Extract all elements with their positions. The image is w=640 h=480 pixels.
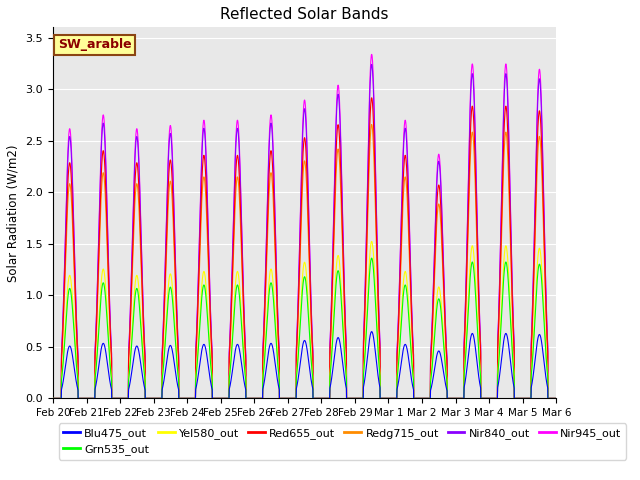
Redg715_out <box>140 327 147 333</box>
Yel580_out <box>552 396 559 401</box>
Red655_out <box>285 396 293 401</box>
Redg715_out <box>49 396 57 401</box>
Red655_out <box>49 396 57 401</box>
Line: Blu475_out: Blu475_out <box>53 332 556 398</box>
Title: Reflected Solar Bands: Reflected Solar Bands <box>220 7 389 22</box>
Redg715_out <box>368 121 376 127</box>
Line: Yel580_out: Yel580_out <box>53 241 556 398</box>
Blu475_out <box>552 396 559 401</box>
Blu475_out <box>417 396 425 401</box>
Nir840_out <box>417 396 425 401</box>
Red655_out <box>368 95 376 101</box>
Nir945_out <box>368 51 376 57</box>
Grn535_out <box>389 396 397 401</box>
Blu475_out <box>49 396 57 401</box>
Yel580_out <box>285 396 293 401</box>
Blu475_out <box>445 396 453 401</box>
Nir945_out <box>552 396 559 401</box>
Line: Redg715_out: Redg715_out <box>53 124 556 398</box>
Yel580_out <box>389 396 397 401</box>
Blu475_out <box>368 329 376 335</box>
Red655_out <box>140 321 147 326</box>
Yel580_out <box>49 396 57 401</box>
Red655_out <box>552 396 560 401</box>
Nir945_out <box>140 310 147 315</box>
Nir945_out <box>552 396 560 401</box>
Red655_out <box>389 396 397 401</box>
Red655_out <box>445 396 453 401</box>
Nir945_out <box>417 396 425 401</box>
Grn535_out <box>285 396 293 401</box>
Red655_out <box>552 396 559 401</box>
Nir945_out <box>49 396 57 401</box>
Yel580_out <box>552 396 560 401</box>
Grn535_out <box>368 255 376 261</box>
Grn535_out <box>140 360 147 366</box>
Yel580_out <box>445 396 453 401</box>
Nir840_out <box>368 61 376 67</box>
Yel580_out <box>368 239 376 244</box>
Nir840_out <box>140 312 147 318</box>
Nir840_out <box>445 396 453 401</box>
Blu475_out <box>285 396 293 401</box>
Nir840_out <box>552 396 559 401</box>
Text: SW_arable: SW_arable <box>58 38 132 51</box>
Nir840_out <box>552 396 560 401</box>
Yel580_out <box>417 396 425 401</box>
Line: Grn535_out: Grn535_out <box>53 258 556 398</box>
Red655_out <box>417 396 425 401</box>
Redg715_out <box>445 396 453 401</box>
Nir945_out <box>285 396 293 401</box>
Nir840_out <box>49 396 57 401</box>
Legend: Blu475_out, Grn535_out, Yel580_out, Red655_out, Redg715_out, Nir840_out, Nir945_: Blu475_out, Grn535_out, Yel580_out, Red6… <box>58 423 626 460</box>
Redg715_out <box>552 396 560 401</box>
Line: Nir840_out: Nir840_out <box>53 64 556 398</box>
Grn535_out <box>552 396 559 401</box>
Grn535_out <box>49 396 57 401</box>
Nir945_out <box>389 396 397 401</box>
Blu475_out <box>140 379 147 384</box>
Redg715_out <box>389 396 397 401</box>
Yel580_out <box>140 357 147 362</box>
Redg715_out <box>552 396 559 401</box>
Nir840_out <box>389 396 397 401</box>
Redg715_out <box>285 396 293 401</box>
Grn535_out <box>417 396 425 401</box>
Nir945_out <box>445 396 453 401</box>
Nir840_out <box>285 396 293 401</box>
Blu475_out <box>552 396 560 401</box>
Redg715_out <box>417 396 425 401</box>
Grn535_out <box>552 396 560 401</box>
Line: Nir945_out: Nir945_out <box>53 54 556 398</box>
Grn535_out <box>445 396 453 401</box>
Y-axis label: Solar Radiation (W/m2): Solar Radiation (W/m2) <box>7 144 20 282</box>
Blu475_out <box>389 396 397 401</box>
Line: Red655_out: Red655_out <box>53 98 556 398</box>
